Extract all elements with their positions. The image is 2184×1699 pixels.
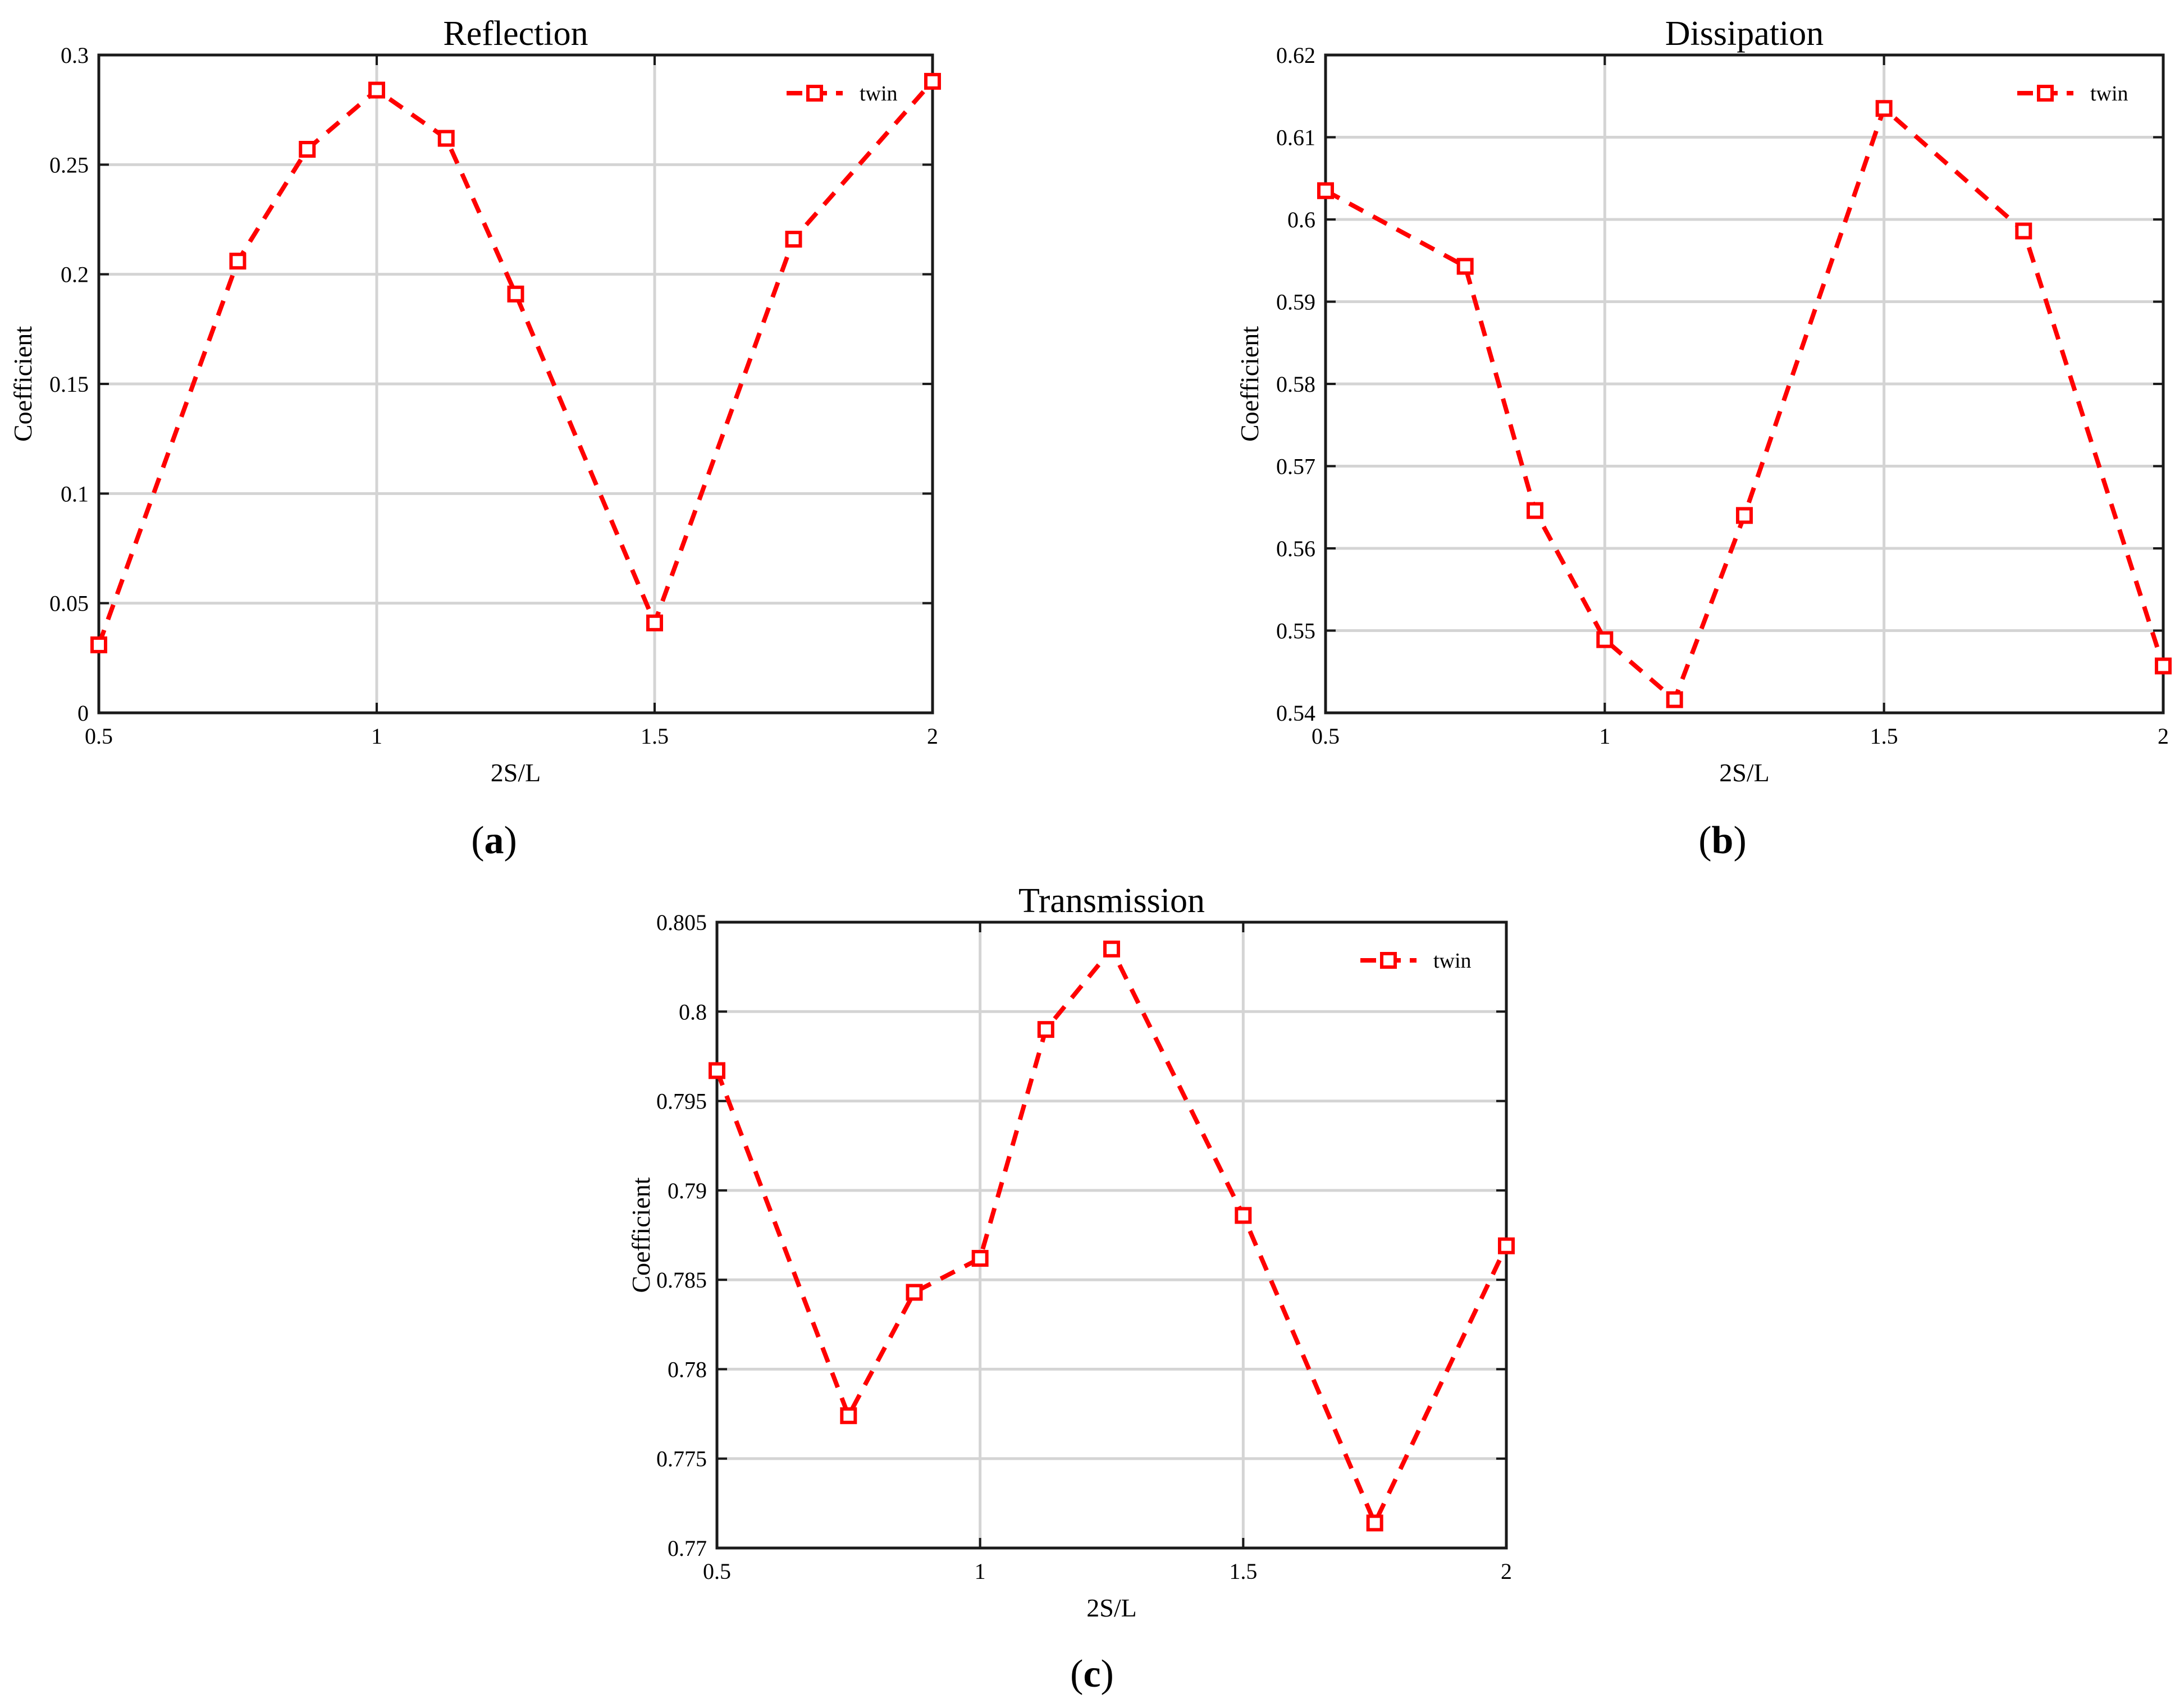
plot-frame [715,921,1508,1550]
x-tick-label: 1 [371,723,382,749]
legend-label: twin [2090,82,2128,106]
data-point-marker [1456,258,1474,275]
chart-title: Dissipation [1665,15,1824,53]
y-tick-label: 0.62 [1276,43,1315,68]
y-tick-label: 0.2 [61,262,89,287]
y-tick-label: 0.55 [1276,619,1315,644]
chart-panel-b: 0.54 0.55 0.56 0.57 0.58 0.59 0.6 0.61 0.62 0.5 1 1… [1235,15,2172,862]
y-tick-label: 0.6 [1287,207,1315,232]
y-tick-label: 0.56 [1276,536,1315,561]
y-tick-label: 0.785 [656,1267,707,1293]
y-tick-label: 0.795 [656,1089,707,1114]
series-line-twin [715,945,1509,1529]
data-point-marker [906,1284,923,1301]
panel-letter: a [485,819,504,862]
data-point-marker [1736,507,1753,524]
data-point-marker [90,636,107,653]
data-point-marker [437,130,455,147]
data-point-marker [1103,940,1120,958]
data-point-marker [1366,1514,1383,1532]
y-tick-label: 0.57 [1276,454,1315,479]
x-axis-label: 2S/L [1719,758,1769,787]
data-point-marker [840,1407,857,1425]
x-axis-label: 2S/L [491,758,541,787]
chart-panel-a: 0 0.05 0.1 0.15 0.2 0.25 0.3 0.5 1 1.5 2 Reflection… [8,15,941,862]
chart-title: Transmission [1018,882,1205,920]
data-point-marker [1037,1021,1054,1038]
data-point-marker [924,72,941,90]
legend-marker [1380,952,1397,969]
y-tick-label: 0.61 [1276,125,1315,150]
y-tick-label: 0.805 [656,910,707,935]
x-axis-label: 2S/L [1086,1593,1136,1622]
x-tick-label: 0.5 [85,723,113,749]
legend-marker [806,85,823,102]
x-tick-label: 1 [975,1559,986,1584]
y-tick-label: 0.77 [668,1536,707,1561]
y-tick-label: 0.59 [1276,290,1315,315]
x-tick-label: 1 [1599,723,1610,749]
x-tick-label: 2 [1501,1559,1512,1584]
panel-label: (c) [1070,1652,1114,1696]
x-tick-label: 2 [2158,723,2169,749]
x-tick-label: 1.5 [641,723,669,749]
chart-panel-c: 0.77 0.775 0.78 0.785 0.79 0.795 0.8 0.805 0.5 1 1… [627,882,1515,1696]
data-point-marker [709,1062,725,1079]
legend-label: twin [1433,949,1472,973]
data-point-marker [1527,502,1543,519]
y-tick-label: 0.3 [61,43,89,68]
y-tick-label: 0.58 [1276,372,1315,397]
y-tick-label: 0.15 [49,372,89,397]
panel-label: (a) [471,819,517,862]
y-axis-label: Coefficient [1235,326,1264,442]
x-tick-label: 1.5 [1870,723,1898,749]
data-point-marker [1596,631,1614,648]
data-point-marker [299,140,316,158]
y-tick-label: 0.79 [668,1178,707,1203]
x-tick-label: 2 [927,723,938,749]
legend-label: twin [860,82,898,106]
y-tick-label: 0 [77,700,89,726]
data-point-marker [1498,1237,1515,1254]
y-tick-label: 0.8 [679,999,707,1024]
data-point-marker [971,1249,989,1267]
data-point-marker [2015,222,2032,240]
y-tick-label: 0.775 [656,1446,707,1472]
y-tick-label: 0.25 [49,152,89,177]
y-tick-label: 0.05 [49,591,89,616]
data-point-marker [368,81,385,99]
y-tick-label: 0.1 [61,481,89,506]
y-tick-label: 0.78 [668,1357,707,1382]
x-tick-label: 1.5 [1229,1559,1257,1584]
panel-label: (b) [1698,819,1747,862]
y-tick-label: 0.54 [1276,700,1315,726]
chart-title: Reflection [443,15,588,53]
x-tick-label: 0.5 [703,1559,731,1584]
data-point-marker [785,231,802,248]
x-tick-label: 0.5 [1312,723,1340,749]
legend-marker [2037,85,2054,102]
data-point-marker [507,285,524,303]
data-point-marker [2155,657,2172,675]
panel-letter: c [1083,1652,1100,1696]
data-point-marker [1875,100,1893,117]
data-point-marker [1235,1207,1252,1224]
data-point-marker [1666,691,1683,708]
panel-letter: b [1712,819,1734,862]
y-axis-label: Coefficient [627,1177,655,1293]
data-point-marker [1317,182,1334,199]
y-axis-label: Coefficient [8,326,37,442]
data-point-marker [646,614,663,631]
data-point-marker [229,253,246,270]
series-line-twin [1324,104,2165,704]
